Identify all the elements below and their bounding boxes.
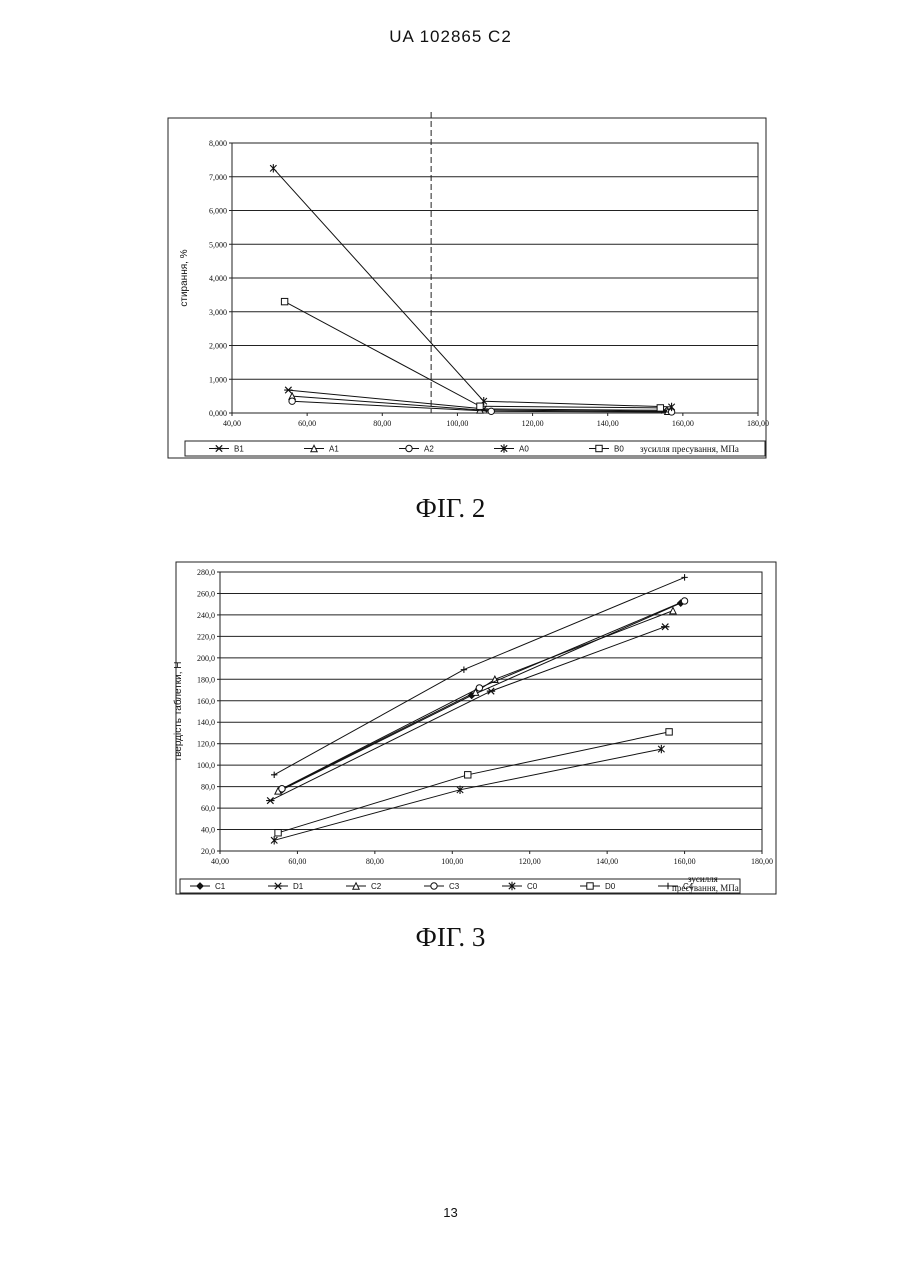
fig3-y-tick-label: 160,0 [197,697,215,706]
fig3-frame [176,562,776,894]
fig3-data-point [275,830,281,836]
fig2-x-tick-label: 140,00 [597,419,619,428]
fig3-y-tick-label: 100,0 [197,761,215,770]
fig3-x-tick-label: 160,00 [674,857,696,866]
fig3-y-tick-label: 140,0 [197,718,215,727]
fig2-x-tick-label: 180,00 [747,419,769,428]
fig3-data-point [279,786,285,792]
fig2-data-point [657,405,663,411]
fig3-data-point [461,666,467,672]
fig3-x-axis-label-line: пресування, МПа [672,883,739,893]
fig3-data-point [681,598,687,604]
fig2-x-tick-label: 160,00 [672,419,694,428]
fig2-legend-label-A0: A0 [519,445,529,454]
fig3-series-line [278,732,669,833]
fig3-data-point [487,688,495,694]
fig2-series-line [285,302,661,408]
fig2-y-tick-label: 6,000 [209,207,227,216]
fig2-legend-marker [406,445,412,451]
fig3-plot-area [220,572,762,851]
fig3-data-point [661,624,669,630]
fig3-series-line [274,577,684,774]
fig3-data-point [266,797,274,803]
fig3-legend-label-C3: C3 [449,882,460,891]
fig3-series-C4 [271,574,688,778]
fig3-legend-label-C1: C1 [215,882,226,891]
fig3-x-tick-label: 140,00 [596,857,618,866]
fig3-y-tick-label: 280,0 [197,568,215,577]
fig2-y-tick-label: 7,000 [209,173,227,182]
fig2-y-tick-label: 3,000 [209,308,227,317]
page-number: 13 [0,1205,901,1220]
fig2-x-tick-label: 80,00 [373,419,391,428]
fig2-y-tick-label: 1,000 [209,375,227,384]
fig3-legend-box [180,879,740,893]
fig3-data-point [271,772,277,778]
fig3-y-tick-label: 40,0 [201,826,215,835]
fig3-y-tick-label: 120,0 [197,740,215,749]
fig2-data-point [289,398,295,404]
fig2-data-point [488,408,494,414]
fig2-series-B0 [281,298,663,411]
fig3-x-tick-label: 60,00 [288,857,306,866]
fig3-series-C1 [279,600,684,793]
fig2-legend-marker [215,445,223,451]
fig3-data-point [271,836,277,844]
fig3-data-point [476,685,482,691]
fig3-data-point [465,772,471,778]
fig2-x-tick-label: 120,00 [522,419,544,428]
fig3-legend-label-C2: C2 [371,882,382,891]
fig3-x-tick-label: 120,00 [519,857,541,866]
fig3-legend-label-D1: D1 [293,882,304,891]
fig3-y-axis-label: твердість таблетки, Н [172,662,184,762]
figure-3-label: ФІГ. 3 [0,922,901,953]
fig2-y-tick-label: 4,000 [209,274,227,283]
fig2-legend-label-A1: A1 [329,445,339,454]
fig2-x-tick-label: 40,00 [223,419,241,428]
fig3-x-tick-label: 100,00 [441,857,463,866]
fig3-legend-marker [587,883,593,889]
fig2-series-A0 [270,164,675,411]
fig2-x-axis-label: зусилля пресування, МПа [640,444,739,454]
fig2-series-line [273,168,671,407]
fig3-series-D0 [275,729,672,836]
fig3-data-point [670,607,676,613]
fig3-y-tick-label: 240,0 [197,611,215,620]
fig2-data-point [477,403,483,409]
fig2-x-tick-label: 100,00 [446,419,468,428]
fig2-data-point [270,164,276,172]
fig3-legend-label-C0: C0 [527,882,538,891]
fig3-legend-marker [197,883,203,889]
fig3-y-tick-label: 20,0 [201,847,215,856]
fig3-y-tick-label: 180,0 [197,675,215,684]
fig3-legend-marker [274,883,282,889]
fig2-legend-marker [596,445,602,451]
fig2-legend-label-B1: B1 [234,445,244,454]
fig2-data-point [284,387,292,393]
fig2-y-tick-label: 0,000 [209,409,227,418]
fig3-y-tick-label: 260,0 [197,589,215,598]
fig3-x-tick-label: 80,00 [366,857,384,866]
fig3-x-tick-label: 40,00 [211,857,229,866]
fig2-y-tick-label: 8,000 [209,139,227,148]
fig3-legend-marker [665,883,671,889]
fig2-x-tick-label: 60,00 [298,419,316,428]
fig2-legend-label-B0: B0 [614,445,624,454]
fig3-legend-label-D0: D0 [605,882,616,891]
fig3-y-tick-label: 60,0 [201,804,215,813]
fig3-legend-marker [431,883,437,889]
fig2-y-tick-label: 2,000 [209,342,227,351]
fig3-data-point [681,574,687,580]
fig3-y-tick-label: 200,0 [197,654,215,663]
fig2-legend-label-A2: A2 [424,445,434,454]
fig2-data-point [281,298,287,304]
fig3-data-point [666,729,672,735]
fig2-y-axis-label: стирання, % [179,249,190,306]
fig3-x-tick-label: 180,00 [751,857,773,866]
fig3-y-tick-label: 220,0 [197,632,215,641]
fig2-y-tick-label: 5,000 [209,240,227,249]
fig3-y-tick-label: 80,0 [201,783,215,792]
figure-2-label: ФІГ. 2 [0,493,901,524]
